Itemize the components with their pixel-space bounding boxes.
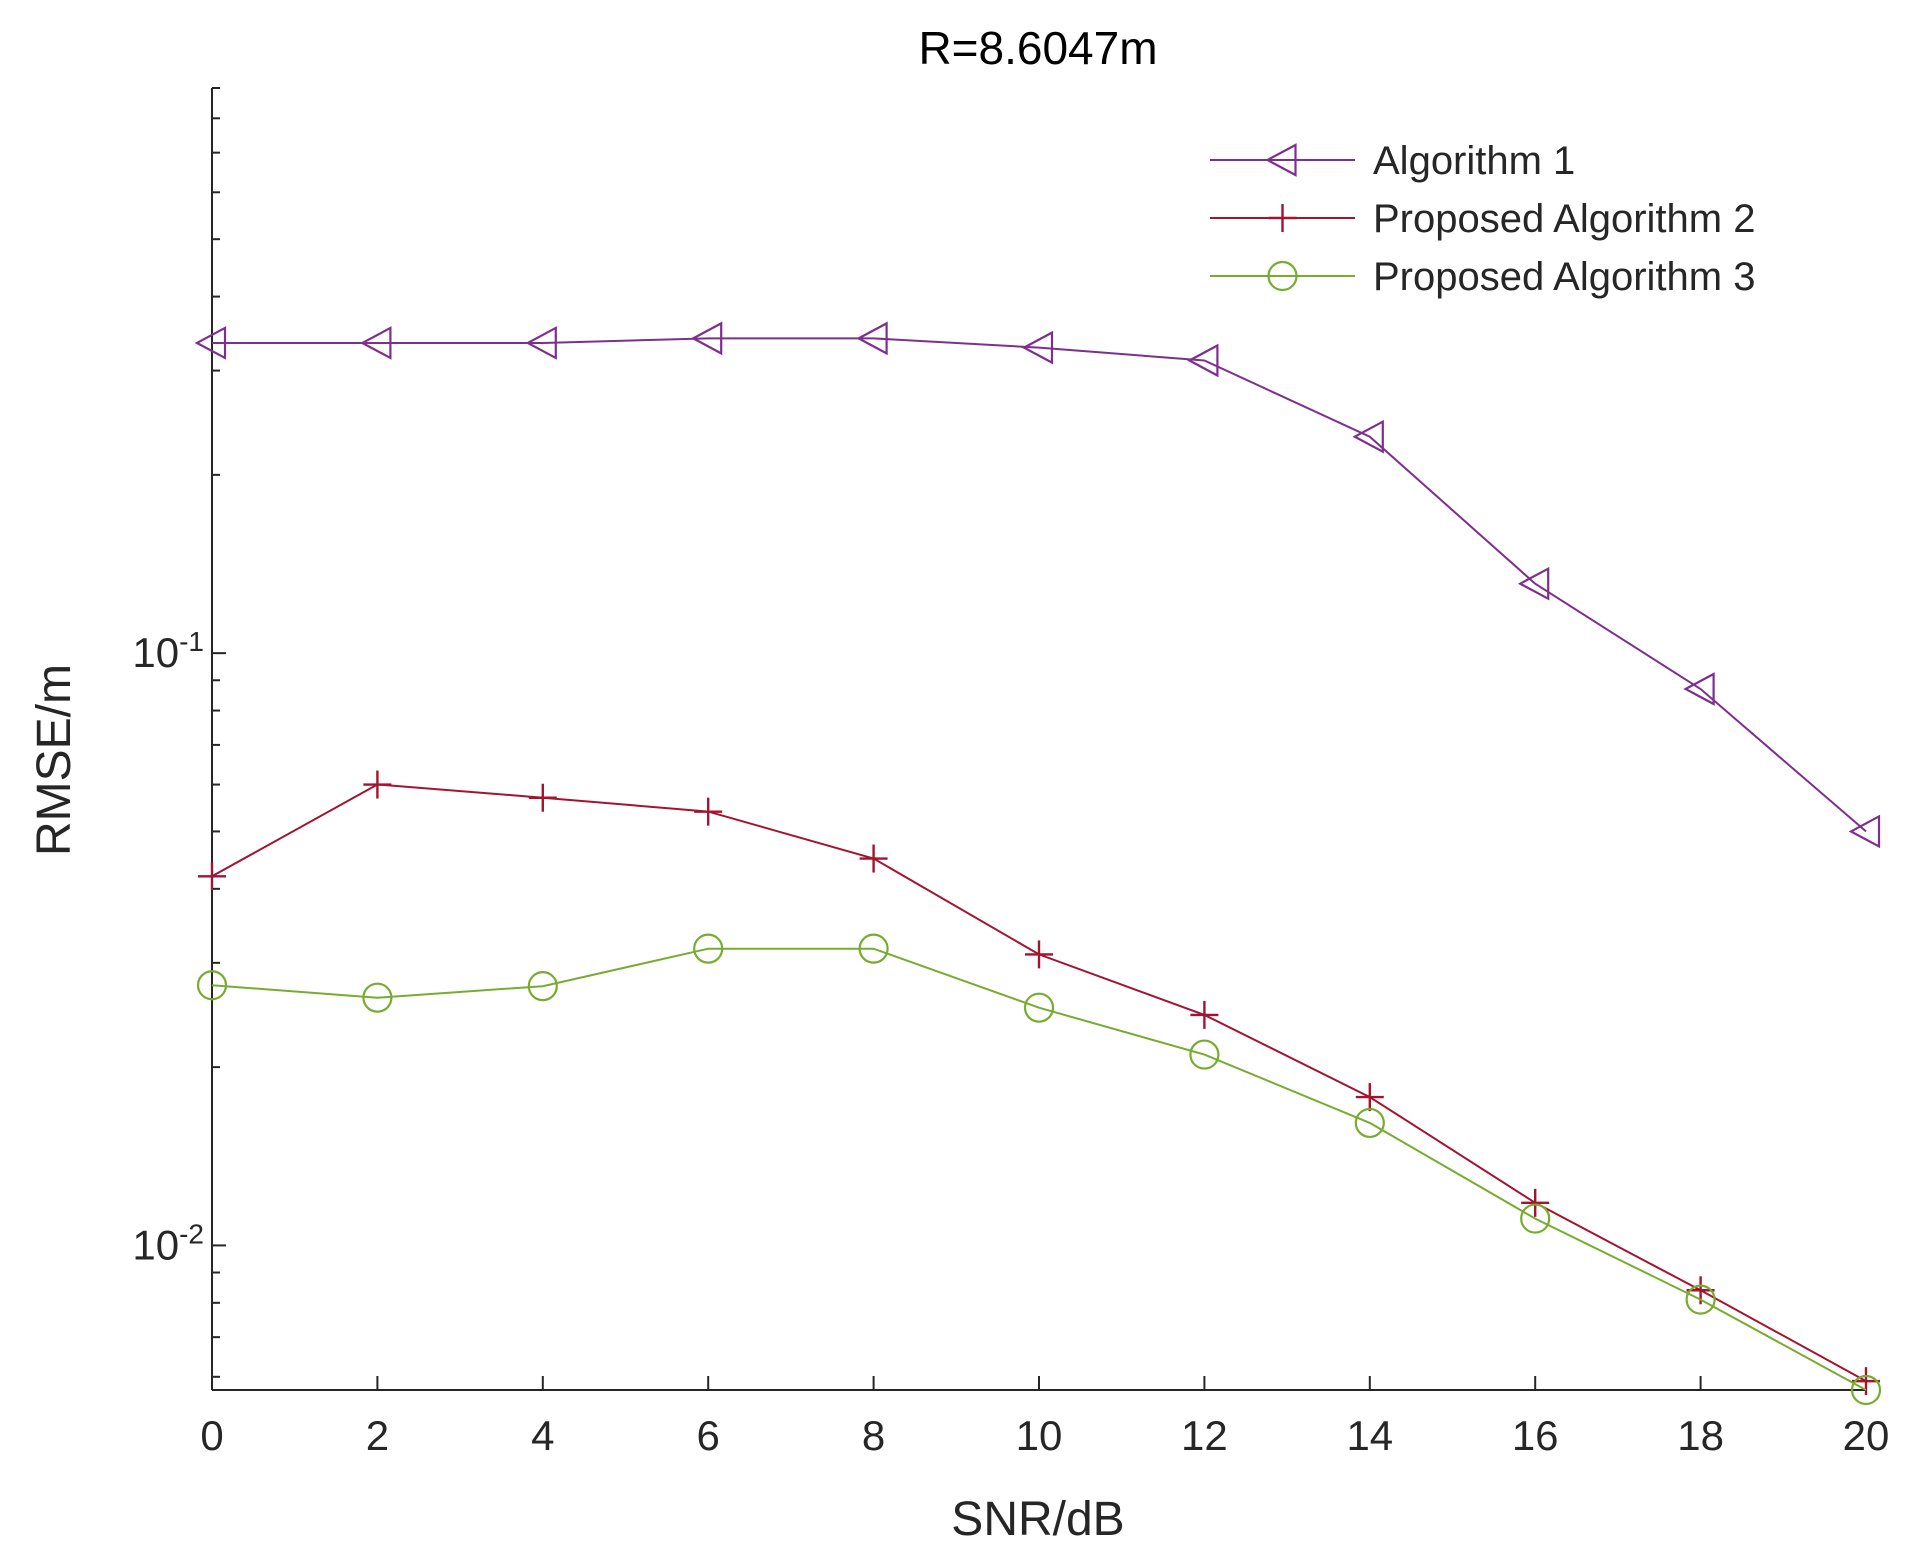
- series-3-point: [858, 933, 889, 964]
- series-1-point: [1683, 672, 1715, 706]
- series-2-point: [363, 770, 392, 799]
- series-2-point: [1521, 1188, 1550, 1217]
- series-1-point: [1848, 814, 1881, 849]
- x-tick-label: 8: [862, 1412, 885, 1459]
- series-1-point: [1021, 330, 1054, 365]
- x-tick-label: 14: [1346, 1412, 1393, 1459]
- series-1-point: [1187, 343, 1219, 378]
- x-tick-label: 0: [200, 1412, 223, 1459]
- series-1-point: [690, 321, 723, 356]
- x-tick-label: 20: [1843, 1412, 1890, 1459]
- series-2-point: [528, 783, 557, 812]
- x-tick-label: 6: [697, 1412, 720, 1459]
- y-axis-label: RMSE/m: [28, 664, 81, 856]
- x-tick-label: 2: [366, 1412, 389, 1459]
- x-tick-label: 4: [531, 1412, 554, 1459]
- series-2-point: [1190, 1000, 1219, 1029]
- series-1: [194, 321, 1881, 849]
- series-3-point: [196, 970, 228, 1001]
- legend-label: Proposed Algorithm 2: [1373, 197, 1755, 241]
- series-2-point: [1852, 1367, 1880, 1396]
- series-3-point: [527, 971, 558, 1002]
- series-1-point: [856, 321, 888, 356]
- axes: 0 2 4 6 8 10 12 14 16 18 20 10-1 10-2: [132, 87, 1890, 1459]
- series-2: [198, 770, 1880, 1396]
- series-layer: [194, 321, 1882, 1406]
- legend-item-1: Algorithm 1: [1210, 139, 1575, 183]
- legend-item-3: Proposed Algorithm 3: [1210, 255, 1755, 299]
- series-2-point: [198, 862, 226, 891]
- x-tick-label: 12: [1181, 1412, 1228, 1459]
- series-1-point: [1352, 419, 1384, 454]
- legend-label: Proposed Algorithm 3: [1373, 255, 1755, 299]
- legend-marker: [1265, 143, 1297, 177]
- series-1-point: [525, 326, 557, 360]
- series-2-point: [859, 844, 888, 873]
- x-tick-label: 16: [1512, 1412, 1559, 1459]
- series-1-point: [1517, 566, 1550, 601]
- series-2-point: [1025, 940, 1053, 969]
- series-3-point: [1354, 1107, 1385, 1139]
- series-2-line: [211, 783, 1867, 1382]
- series-3-point: [362, 982, 393, 1013]
- y-tick-label: 10-2: [132, 1218, 204, 1268]
- series-1-point: [360, 326, 392, 360]
- legend: Algorithm 1 Proposed Algorithm 2 Proposed …: [1210, 139, 1755, 299]
- series-1-line: [212, 337, 1867, 833]
- series-3-point: [1520, 1203, 1551, 1234]
- series-3-point: [1685, 1284, 1716, 1315]
- x-axis-label: SNR/dB: [951, 1493, 1124, 1546]
- x-tick-label: 18: [1677, 1412, 1724, 1459]
- series-3-point: [1023, 992, 1055, 1023]
- series-3-point: [1189, 1039, 1220, 1070]
- series-3-point: [1850, 1374, 1882, 1406]
- series-3: [196, 933, 1882, 1406]
- legend-label: Algorithm 1: [1373, 139, 1575, 183]
- series-1-point: [194, 326, 227, 360]
- y-tick-label: 10-1: [132, 626, 204, 676]
- chart-title: R=8.6047m: [918, 22, 1157, 74]
- legend-item-2: Proposed Algorithm 2: [1210, 197, 1755, 241]
- series-3-line: [211, 947, 1867, 1391]
- series-3-point: [693, 933, 724, 964]
- series-2-point: [1355, 1083, 1384, 1112]
- series-2-point: [694, 797, 723, 826]
- legend-marker: [1267, 260, 1298, 292]
- x-tick-label: 10: [1016, 1412, 1063, 1459]
- legend-marker: [1268, 204, 1297, 232]
